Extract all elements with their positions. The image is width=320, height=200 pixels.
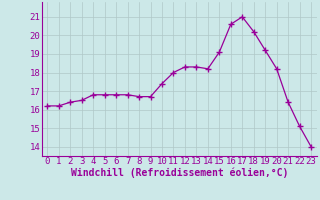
- X-axis label: Windchill (Refroidissement éolien,°C): Windchill (Refroidissement éolien,°C): [70, 168, 288, 178]
